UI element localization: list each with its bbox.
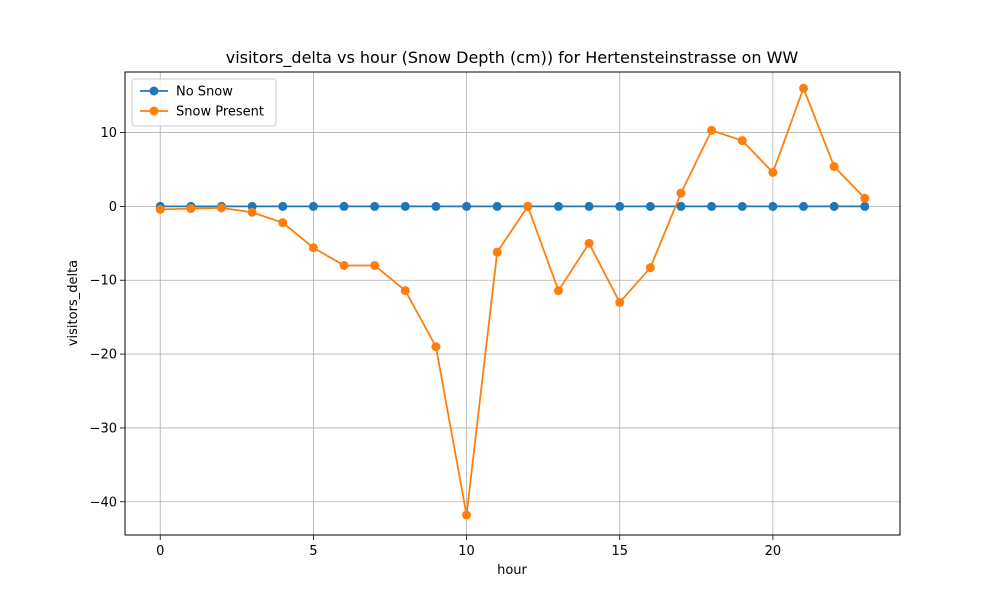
data-point (339, 260, 349, 270)
series-no-snow (155, 201, 870, 211)
data-point (216, 203, 226, 213)
data-point (462, 510, 472, 520)
data-point (247, 207, 257, 217)
legend-marker (149, 106, 159, 116)
y-tick-label: −30 (90, 421, 117, 436)
x-axis-label: hour (497, 563, 527, 578)
data-point (768, 167, 778, 177)
data-point (370, 260, 380, 270)
x-tick-label: 15 (611, 544, 628, 559)
y-tick-label: −20 (90, 348, 117, 363)
data-point (278, 218, 288, 228)
data-point (707, 125, 717, 135)
x-tick-label: 5 (309, 544, 317, 559)
series-snow-present (155, 83, 870, 520)
data-point (829, 162, 839, 172)
data-point (615, 201, 625, 211)
data-point (615, 297, 625, 307)
data-point (829, 201, 839, 211)
data-point (186, 204, 196, 214)
data-point (553, 286, 563, 296)
chart-title: visitors_delta vs hour (Snow Depth (cm))… (226, 48, 799, 68)
data-point (492, 247, 502, 257)
data-point (155, 204, 165, 214)
data-point (584, 238, 594, 248)
ticks: 0 5 10 15 20 −40 −30 −20 −10 0 10 (90, 126, 782, 559)
data-point (278, 201, 288, 211)
legend-label: Snow Present (176, 105, 264, 120)
series-layer (155, 83, 870, 520)
data-point (645, 201, 655, 211)
data-point (400, 201, 410, 211)
data-point (431, 201, 441, 211)
data-point (799, 201, 809, 211)
data-point (645, 263, 655, 273)
data-point (339, 201, 349, 211)
data-point (737, 136, 747, 146)
data-point (676, 201, 686, 211)
data-point (431, 342, 441, 352)
data-point (308, 243, 318, 253)
y-tick-label: −10 (90, 274, 117, 289)
data-point (492, 201, 502, 211)
data-point (584, 201, 594, 211)
data-point (799, 83, 809, 93)
data-point (860, 193, 870, 203)
x-tick-label: 0 (156, 544, 164, 559)
data-point (370, 201, 380, 211)
data-point (707, 201, 717, 211)
legend: No Snow Snow Present (131, 78, 277, 127)
data-point (400, 286, 410, 296)
y-tick-label: −40 (90, 495, 117, 510)
data-point (462, 201, 472, 211)
y-tick-label: 0 (109, 200, 117, 215)
legend-label: No Snow (176, 85, 233, 100)
y-tick-label: 10 (100, 126, 117, 141)
series-line (160, 85, 866, 516)
legend-marker (149, 86, 159, 96)
x-tick-label: 10 (458, 544, 475, 559)
plot-frame (124, 71, 901, 536)
data-point (553, 201, 563, 211)
data-point (860, 201, 870, 211)
data-point (737, 201, 747, 211)
y-axis-label: visitors_delta (66, 260, 81, 346)
x-tick-label: 20 (765, 544, 782, 559)
data-point (523, 201, 533, 211)
data-point (308, 201, 318, 211)
data-point (768, 201, 778, 211)
data-point (676, 188, 686, 198)
